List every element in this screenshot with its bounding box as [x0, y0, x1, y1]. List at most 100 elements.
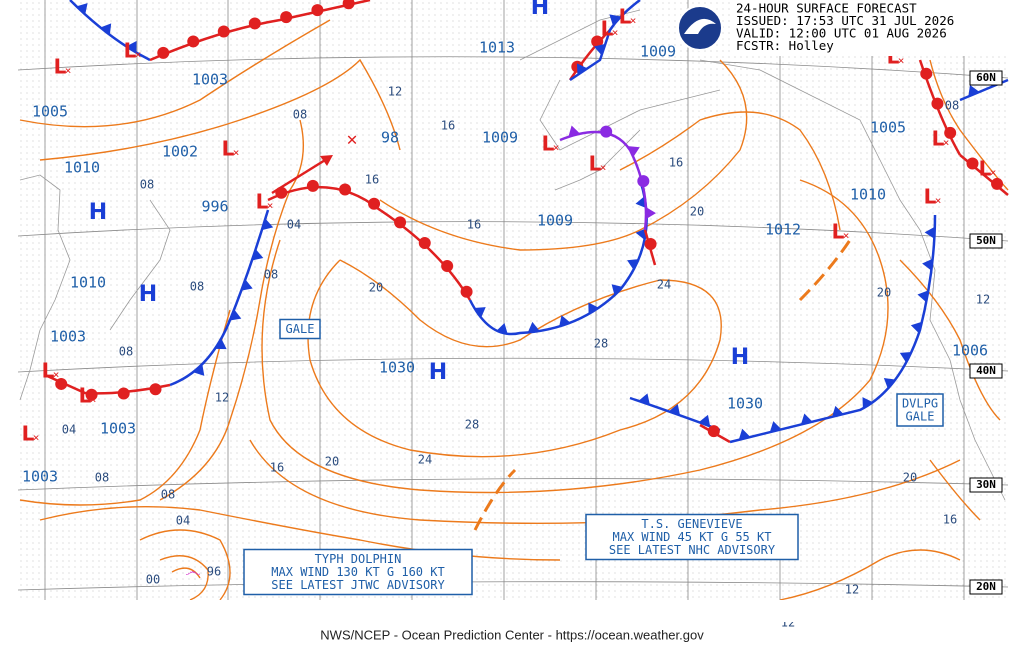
cold-front-pip: [193, 364, 205, 376]
latitude-label: 30N: [976, 478, 996, 491]
latitude-box: [969, 579, 1003, 595]
cold-front-pip: [769, 421, 782, 433]
low-center: L: [42, 359, 55, 383]
pressure-value: 1010: [850, 186, 886, 204]
low-center: L: [124, 39, 137, 63]
warm-front-pip: [187, 35, 200, 48]
warm-front-pip: [441, 260, 454, 273]
isobar-label: 08: [119, 345, 133, 359]
warm-front-pip: [931, 97, 944, 110]
low-marker: ×: [612, 26, 619, 39]
warm-front-pip: [991, 177, 1004, 190]
isobar-label: 28: [594, 337, 608, 351]
low-marker: ×: [65, 64, 72, 77]
cold-front-pip: [628, 146, 640, 157]
cold-front-pip: [609, 14, 621, 26]
high-center: H: [531, 0, 549, 20]
cold-front-pip: [638, 393, 650, 405]
isobar-label: 20: [877, 286, 891, 300]
latitude-box: [969, 363, 1003, 379]
header-line: 24-HOUR SURFACE FORECAST: [736, 1, 917, 16]
warm-front-pip: [394, 216, 407, 229]
warm-front-pip: [920, 67, 933, 80]
cold-front-pip: [635, 228, 647, 240]
isobar-label: 20: [325, 455, 339, 469]
front: [729, 214, 937, 444]
warm-front-pip: [342, 0, 355, 10]
isobar-label: 12: [388, 85, 402, 99]
warm-front-pip: [368, 197, 381, 210]
coastlines: [19, 9, 1006, 501]
warm-front-pip: [217, 25, 230, 38]
low-marker: ×: [135, 48, 142, 61]
warm-front-pip: [248, 17, 261, 30]
isobar-label: 20: [369, 281, 383, 295]
isobar-label: 04: [62, 423, 76, 437]
isobar-label: 12: [215, 391, 229, 405]
warm-front-pip: [157, 46, 170, 59]
pressure-value: 1002: [162, 143, 198, 161]
pressure-value: 1006: [952, 342, 988, 360]
high-center: H: [139, 282, 157, 307]
warm-front-pip: [600, 125, 613, 138]
low-center: L: [22, 422, 35, 446]
pressure-value: 1003: [192, 71, 228, 89]
warm-front-pip: [339, 183, 352, 196]
cold-front-pip: [593, 43, 606, 56]
storm-box: [585, 513, 799, 561]
latitude-label: 60N: [976, 71, 996, 84]
isobar-label: 08: [945, 99, 959, 113]
cold-front-pip: [698, 414, 711, 427]
storm-text: MAX WIND 45 KT G 55 KT: [613, 530, 772, 544]
low-center: L: [979, 157, 992, 181]
troughs: [473, 239, 852, 531]
header-line: ISSUED: 17:53 UTC 31 JUL 2026: [736, 13, 954, 28]
header-line: VALID: 12:00 UTC 01 AUG 2026: [736, 26, 947, 41]
low-marker: ×: [630, 14, 637, 27]
latitude-box: [969, 70, 1003, 86]
warning-text: GALE: [286, 322, 315, 336]
cold-front-pip: [474, 307, 486, 318]
map-background: [18, 0, 1008, 600]
storm-text: SEE LATEST NHC ADVISORY: [609, 543, 776, 557]
low-center: L: [54, 55, 67, 79]
cold-front-pip: [862, 397, 873, 409]
cold-front-pip: [588, 302, 599, 315]
cold-front-pip: [611, 284, 623, 296]
warning-text: DVLPG: [902, 397, 938, 411]
warm-front-pip: [85, 388, 98, 401]
cold-front-pip: [635, 196, 647, 209]
warm-front-pip: [280, 11, 293, 24]
pressure-value: 1012: [765, 221, 801, 239]
pressure-value: 1005: [32, 103, 68, 121]
latitude-label: 20N: [976, 580, 996, 593]
cold-front-pip: [917, 290, 929, 303]
warm-front-pip: [944, 126, 957, 139]
cold-front-pip: [800, 413, 813, 425]
pressure-value: 1009: [640, 43, 676, 61]
isobar-label: 12: [845, 583, 859, 597]
low-center: L: [79, 384, 92, 408]
high-center: H: [429, 360, 447, 385]
cold-front-pip: [899, 351, 912, 363]
arrow-head: [320, 155, 333, 166]
warm-front-pip: [117, 387, 130, 400]
warm-front-pip: [306, 179, 319, 192]
isobar-label: 08: [161, 488, 175, 502]
front: [569, 0, 641, 82]
cold-front-pip: [214, 338, 227, 350]
low-marker: ×: [600, 161, 607, 174]
isobar-label: 16: [467, 218, 481, 232]
warm-front-pip: [644, 238, 657, 251]
storm-track-arrow: [271, 155, 331, 195]
low-marker: ×: [943, 136, 950, 149]
low-marker: ×: [267, 199, 274, 212]
cold-front-pip: [968, 84, 980, 97]
pressure-value: 1003: [100, 420, 136, 438]
pressure-value: 1010: [70, 274, 106, 292]
warning-box: [279, 318, 321, 340]
cold-front-pip: [924, 226, 935, 239]
low-marker: ×: [935, 194, 942, 207]
